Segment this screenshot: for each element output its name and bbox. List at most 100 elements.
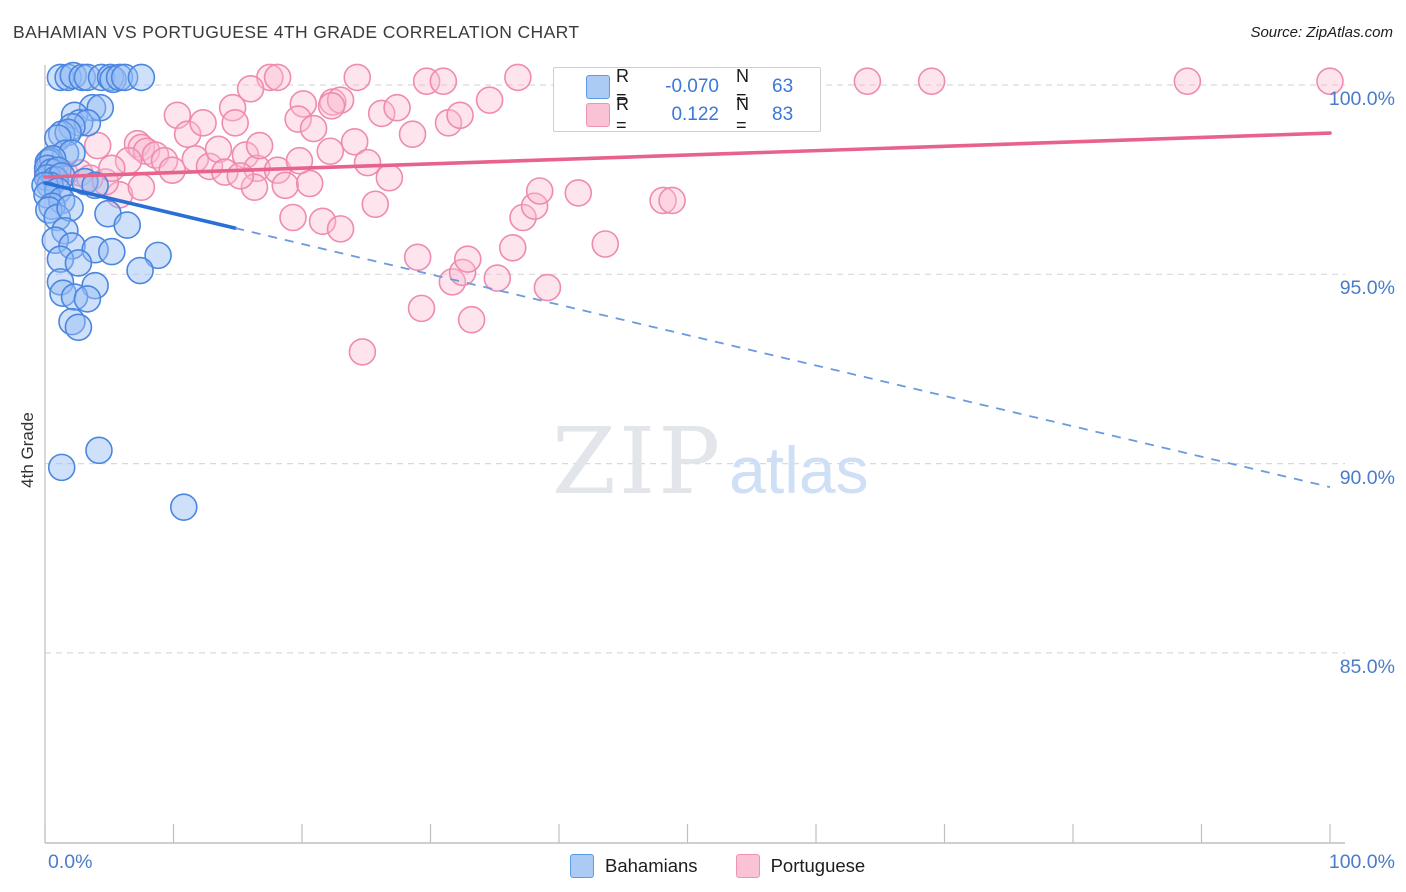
bahamians-point: [35, 196, 63, 224]
portuguese-point: [917, 67, 946, 96]
portuguese-point: [520, 192, 549, 220]
portuguese-point: [289, 90, 318, 118]
portuguese-point: [509, 203, 537, 232]
portuguese-point: [226, 162, 255, 190]
bahamians-point: [73, 285, 102, 313]
portuguese-point: [83, 131, 112, 160]
portuguese-point: [398, 120, 427, 149]
portuguese-point: [158, 156, 187, 184]
portuguese-point: [383, 93, 411, 122]
portuguese-point: [1316, 67, 1344, 96]
portuguese-point: [343, 63, 372, 92]
portuguese-point: [453, 245, 482, 273]
portuguese-point: [475, 86, 504, 114]
portuguese-point: [361, 190, 390, 219]
portuguese-point: [375, 163, 404, 192]
portuguese-point: [263, 63, 292, 92]
portuguese-point: [240, 173, 269, 202]
y-tick-label: 85.0%: [1339, 655, 1395, 678]
portuguese-swatch-icon: [586, 103, 610, 127]
chart-title: BAHAMIAN VS PORTUGUESE 4TH GRADE CORRELA…: [13, 22, 580, 42]
bahamians-point: [127, 63, 156, 92]
portuguese-point: [299, 114, 328, 143]
series-legend: Bahamians Portuguese: [570, 854, 865, 878]
portuguese-point: [317, 92, 346, 120]
r-label: R =: [616, 66, 629, 107]
bahamians-point: [46, 268, 75, 296]
portuguese-point: [173, 120, 202, 149]
x-axis-max-label: 100.0%: [1328, 851, 1395, 873]
legend-label: Portuguese: [770, 855, 866, 876]
bahamians-point: [64, 249, 93, 277]
portuguese-point: [498, 233, 527, 262]
bahamians-trend-line: [43, 181, 237, 230]
bahamians-point: [113, 211, 142, 239]
portuguese-point: [367, 99, 396, 128]
legend-item-bahamians[interactable]: Bahamians: [570, 854, 698, 878]
portuguese-point: [483, 264, 512, 292]
portuguese-point: [525, 177, 554, 205]
portuguese-point: [295, 169, 324, 198]
legend-item-portuguese[interactable]: Portuguese: [735, 854, 866, 878]
bahamians-point: [98, 237, 126, 266]
portuguese-point: [340, 127, 369, 156]
portuguese-point: [127, 173, 156, 202]
portuguese-point: [564, 179, 593, 207]
portuguese-point: [446, 101, 474, 130]
n-label: N =: [736, 66, 749, 107]
portuguese-point: [591, 230, 620, 258]
portuguese-point: [284, 105, 312, 133]
bahamians-swatch-icon: [570, 854, 594, 878]
bahamians-point: [56, 194, 84, 222]
y-tick-label: 100.0%: [1328, 88, 1395, 110]
portuguese-swatch-icon: [735, 854, 760, 878]
bahamians-point: [47, 453, 76, 482]
portuguese-point: [403, 243, 432, 272]
n-value: 63: [772, 76, 794, 97]
bahamians-point: [144, 241, 172, 270]
portuguese-point: [853, 67, 882, 96]
bahamians-point: [64, 313, 93, 342]
r-value: -0.070: [665, 76, 719, 97]
bahamians-trend-extension: [234, 227, 1331, 488]
y-tick-label: 95.0%: [1339, 277, 1395, 300]
r-label: R =: [616, 94, 629, 135]
bahamians-point: [169, 493, 198, 521]
portuguese-point: [533, 273, 562, 302]
portuguese-trend-line: [43, 131, 1332, 179]
portuguese-point: [1173, 67, 1202, 96]
n-value: 83: [772, 104, 794, 125]
portuguese-point: [308, 207, 337, 236]
bahamians-point: [126, 256, 154, 285]
portuguese-point: [221, 109, 249, 137]
bahamians-point: [85, 436, 113, 465]
correlation-legend: R = -0.070 N = 63 R = 0.122 N = 83: [553, 66, 821, 135]
bahamians-point: [59, 61, 88, 90]
n-label: N =: [736, 94, 749, 135]
portuguese-point: [353, 148, 382, 177]
portuguese-point: [326, 215, 355, 243]
portuguese-point: [271, 171, 300, 200]
portuguese-point: [658, 186, 686, 215]
portuguese-point: [412, 67, 441, 96]
portuguese-point: [649, 186, 677, 215]
portuguese-point: [316, 137, 345, 166]
portuguese-point: [236, 74, 265, 103]
portuguese-point: [348, 338, 377, 366]
portuguese-point: [245, 131, 274, 160]
bahamians-point: [60, 101, 89, 130]
x-axis-min-label: 0.0%: [48, 851, 93, 873]
portuguese-point: [279, 203, 307, 232]
legend-label: Bahamians: [605, 855, 698, 876]
portuguese-point: [204, 135, 233, 164]
portuguese-point: [504, 63, 532, 92]
portuguese-point: [429, 67, 458, 96]
portuguese-point: [407, 294, 436, 323]
y-tick-label: 90.0%: [1339, 466, 1395, 489]
r-value: 0.122: [671, 104, 719, 125]
bahamians-point: [110, 63, 139, 92]
bahamians-swatch-icon: [586, 75, 610, 99]
bahamians-point: [46, 245, 75, 273]
